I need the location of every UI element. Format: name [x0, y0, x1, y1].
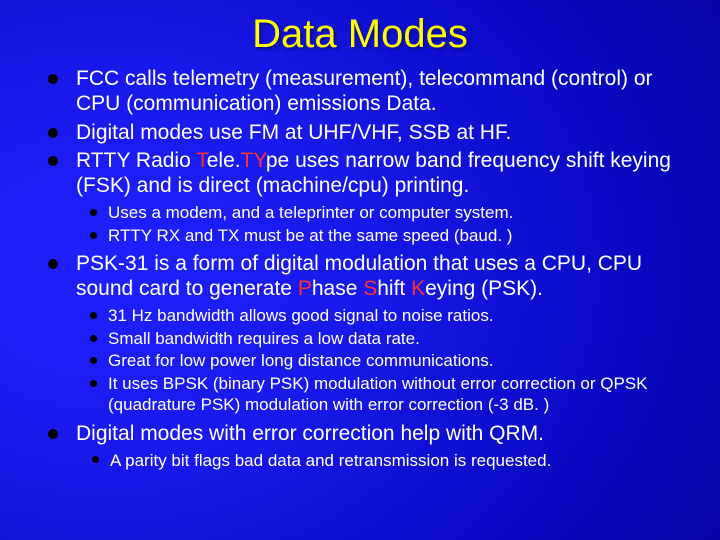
highlight-text: TY [241, 149, 266, 172]
sub-bullet-item: 31 Hz bandwidth allows good signal to no… [90, 306, 690, 327]
bullet-item: FCC calls telemetry (measurement), telec… [48, 67, 690, 117]
bullet-item: RTTY Radio Tele.TYpe uses narrow band fr… [48, 149, 690, 246]
sub-bullet-text: RTTY RX and TX must be at the same speed… [108, 226, 512, 245]
sub-bullet-item: A parity bit flags bad data and retransm… [92, 450, 690, 471]
sub-bullet-text: It uses BPSK (binary PSK) modulation wit… [108, 374, 648, 414]
bullet-list: FCC calls telemetry (measurement), telec… [48, 67, 690, 472]
sub-bullet-item: Great for low power long distance commun… [90, 351, 690, 372]
sub-bullet-text: A parity bit flags bad data and retransm… [110, 451, 551, 470]
highlight-text: T [196, 149, 207, 172]
slide-title: Data Modes [30, 12, 690, 57]
bullet-item: Digital modes with error correction help… [48, 422, 690, 472]
sub-bullet-item: Small bandwidth requires a low data rate… [90, 329, 690, 350]
bullet-item: PSK-31 is a form of digital modulation t… [48, 252, 690, 415]
sub-bullet-list: A parity bit flags bad data and retransm… [92, 450, 690, 471]
sub-bullet-text: Uses a modem, and a teleprinter or compu… [108, 203, 513, 222]
highlight-text: K [411, 277, 425, 300]
bullet-text: RTTY Radio [76, 149, 196, 172]
bullet-text: hase [312, 277, 363, 300]
sub-bullet-list: 31 Hz bandwidth allows good signal to no… [90, 306, 690, 416]
highlight-text: P [298, 277, 312, 300]
bullet-text: FCC calls telemetry (measurement), telec… [76, 67, 653, 115]
bullet-text: hift [377, 277, 411, 300]
sub-bullet-item: RTTY RX and TX must be at the same speed… [90, 226, 690, 247]
sub-bullet-text: Great for low power long distance commun… [108, 351, 494, 370]
sub-bullet-text: 31 Hz bandwidth allows good signal to no… [108, 306, 494, 325]
sub-bullet-item: It uses BPSK (binary PSK) modulation wit… [90, 374, 690, 415]
highlight-text: S [363, 277, 377, 300]
bullet-text: Digital modes with error correction help… [76, 422, 544, 445]
bullet-text: Digital modes use FM at UHF/VHF, SSB at … [76, 121, 511, 144]
sub-bullet-list: Uses a modem, and a teleprinter or compu… [90, 203, 690, 246]
bullet-text: ele. [207, 149, 241, 172]
slide: Data Modes FCC calls telemetry (measurem… [0, 0, 720, 540]
bullet-item: Digital modes use FM at UHF/VHF, SSB at … [48, 121, 690, 146]
bullet-text: eying (PSK). [425, 277, 543, 300]
sub-bullet-text: Small bandwidth requires a low data rate… [108, 329, 420, 348]
sub-bullet-item: Uses a modem, and a teleprinter or compu… [90, 203, 690, 224]
